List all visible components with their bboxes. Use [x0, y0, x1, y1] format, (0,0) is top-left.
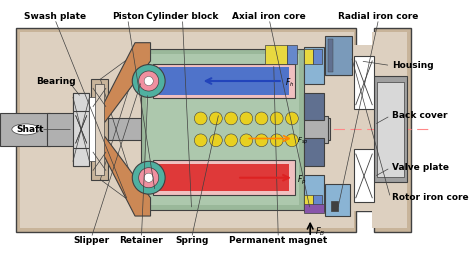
Ellipse shape — [12, 124, 39, 135]
Text: Bearing: Bearing — [36, 76, 76, 85]
Text: Axial iron core: Axial iron core — [232, 12, 306, 21]
Bar — [304, 139, 324, 166]
Bar — [73, 148, 90, 166]
Circle shape — [139, 71, 159, 91]
Polygon shape — [17, 28, 410, 232]
Text: Housing: Housing — [392, 61, 434, 70]
Circle shape — [194, 112, 207, 125]
Bar — [95, 84, 104, 175]
Bar — [313, 195, 322, 210]
Circle shape — [255, 134, 268, 147]
Bar — [354, 149, 374, 202]
Bar — [91, 79, 108, 179]
Text: Permanent magnet: Permanent magnet — [229, 236, 328, 245]
Bar — [141, 49, 304, 210]
Circle shape — [225, 134, 237, 147]
Bar — [354, 56, 374, 109]
Bar — [304, 175, 324, 212]
Bar — [47, 118, 330, 140]
Bar — [304, 195, 313, 210]
Circle shape — [132, 161, 165, 194]
Bar — [328, 39, 333, 72]
Circle shape — [139, 168, 159, 188]
Text: Retainer: Retainer — [119, 236, 163, 245]
Circle shape — [285, 134, 298, 147]
Text: Back cover: Back cover — [392, 111, 448, 120]
Circle shape — [270, 112, 283, 125]
Circle shape — [285, 112, 298, 125]
Bar — [182, 116, 328, 143]
Text: Shaft: Shaft — [17, 125, 44, 134]
Bar — [159, 67, 289, 95]
Bar — [287, 45, 297, 64]
Bar — [264, 45, 287, 64]
Bar — [377, 82, 404, 177]
Polygon shape — [102, 43, 151, 122]
Circle shape — [240, 134, 253, 147]
Circle shape — [210, 134, 222, 147]
Bar — [73, 93, 90, 166]
Bar — [304, 204, 324, 213]
Bar — [153, 64, 295, 98]
Bar — [73, 93, 90, 111]
Text: Spring: Spring — [175, 236, 208, 245]
Circle shape — [240, 112, 253, 125]
Bar — [304, 93, 324, 120]
Text: $F_h$: $F_h$ — [285, 77, 294, 89]
Circle shape — [144, 76, 153, 85]
Bar — [304, 47, 324, 84]
Bar — [331, 200, 338, 212]
Circle shape — [210, 112, 222, 125]
Polygon shape — [20, 32, 407, 228]
Bar — [325, 43, 350, 75]
Text: Valve plate: Valve plate — [392, 163, 449, 172]
Circle shape — [132, 64, 165, 97]
Bar — [325, 36, 352, 75]
Text: Rotor iron core: Rotor iron core — [392, 193, 469, 202]
Bar — [146, 54, 299, 205]
Circle shape — [255, 112, 268, 125]
Circle shape — [144, 173, 153, 182]
Bar — [304, 49, 313, 64]
Bar — [47, 113, 75, 146]
Text: Cylinder block: Cylinder block — [146, 12, 219, 21]
Text: Slipper: Slipper — [73, 236, 109, 245]
Polygon shape — [102, 137, 151, 216]
Text: $F_p$: $F_p$ — [297, 174, 306, 187]
Circle shape — [225, 112, 237, 125]
Text: Radial iron core: Radial iron core — [338, 12, 419, 21]
Text: $F_{sp}$: $F_{sp}$ — [297, 136, 309, 147]
Bar — [159, 164, 289, 191]
Text: $F_B$: $F_B$ — [315, 225, 325, 238]
Text: Piston: Piston — [112, 12, 144, 21]
Bar — [90, 97, 97, 161]
Bar — [325, 184, 350, 216]
Text: Swash plate: Swash plate — [24, 12, 86, 21]
Circle shape — [270, 134, 283, 147]
Bar — [153, 160, 295, 195]
Bar — [0, 113, 50, 146]
Bar — [313, 49, 322, 64]
Circle shape — [194, 134, 207, 147]
Bar — [374, 76, 407, 182]
